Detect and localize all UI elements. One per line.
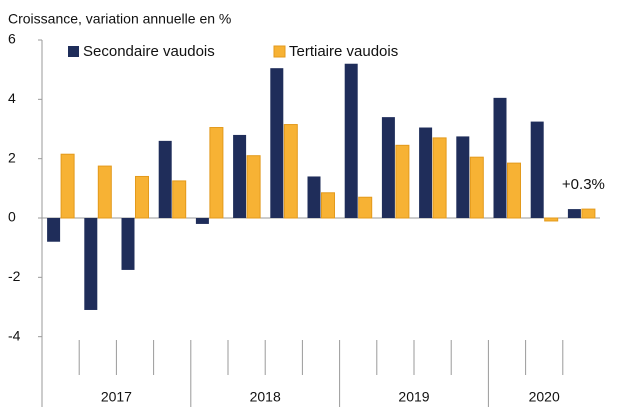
bar	[381, 117, 395, 218]
bar	[493, 97, 507, 218]
y-tick-label: -4	[8, 327, 21, 343]
bar	[321, 192, 335, 219]
legend-label: Secondaire vaudois	[83, 43, 215, 60]
y-tick-label: -2	[8, 268, 21, 284]
bar	[530, 121, 544, 218]
bar	[544, 217, 559, 222]
x-group-label: 2020	[529, 389, 560, 405]
legend-swatch	[68, 46, 79, 57]
bar	[97, 165, 112, 219]
bar	[121, 218, 135, 270]
bar	[158, 140, 172, 218]
bar	[135, 175, 149, 219]
x-group-label: 2019	[398, 389, 429, 405]
bar	[507, 162, 521, 219]
bar	[307, 176, 321, 218]
bar	[283, 124, 298, 219]
y-tick-label: 4	[8, 90, 16, 106]
legend-label: Tertiaire vaudois	[289, 43, 398, 60]
bar	[172, 180, 187, 219]
x-group-label: 2017	[101, 389, 132, 405]
y-tick-label: 6	[8, 31, 16, 47]
bar	[432, 137, 447, 219]
bar	[358, 196, 373, 219]
y-tick-label: 0	[8, 209, 16, 225]
bar	[419, 127, 433, 218]
annotation: +0.3%	[562, 176, 605, 193]
legend-swatch	[273, 45, 286, 58]
bar	[233, 134, 247, 218]
bar	[47, 218, 61, 242]
bar	[60, 153, 75, 219]
bar	[84, 218, 98, 310]
bar	[246, 155, 261, 219]
bar	[581, 208, 596, 219]
bar	[567, 209, 581, 218]
y-tick-label: 2	[8, 149, 16, 165]
bar	[395, 144, 410, 219]
bar	[209, 127, 224, 219]
bar	[195, 218, 209, 224]
chart-title: Croissance, variation annuelle en %	[8, 11, 231, 27]
bar	[456, 136, 470, 218]
bar	[469, 156, 484, 219]
bar	[270, 68, 284, 218]
bar	[344, 63, 358, 218]
x-group-label: 2018	[250, 389, 281, 405]
